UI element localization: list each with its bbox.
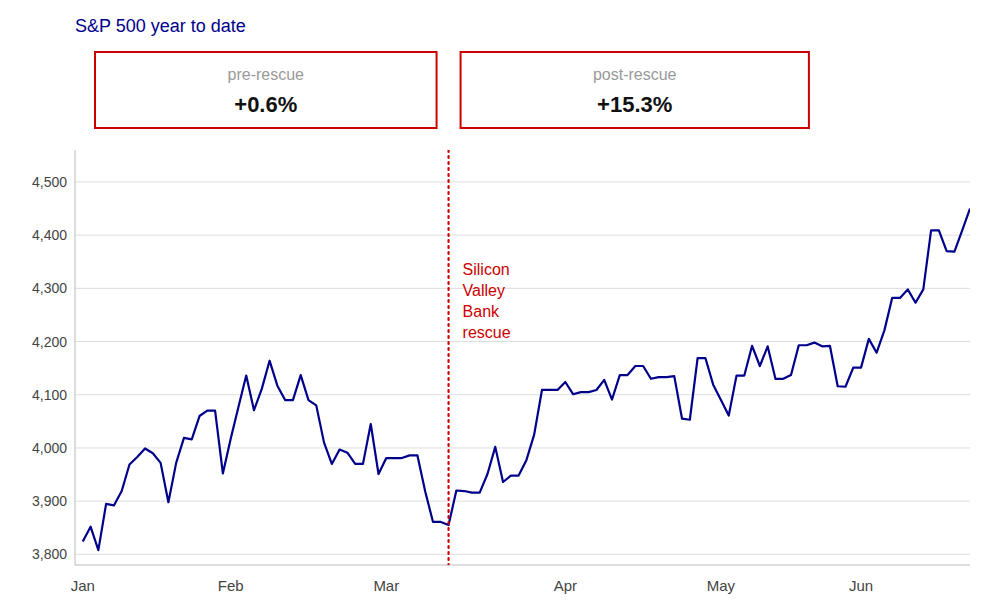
- grid-line: [75, 394, 970, 395]
- grid-line: [75, 447, 970, 448]
- y-tick-label: 4,000: [32, 440, 67, 456]
- y-tick-label: 3,800: [32, 546, 67, 562]
- summary-box: [461, 52, 809, 128]
- annotation-line: Valley: [463, 282, 505, 299]
- box-value: +0.6%: [234, 92, 297, 117]
- grid-line: [75, 235, 970, 236]
- grid-line: [75, 554, 970, 555]
- y-tick-label: 4,500: [32, 174, 67, 190]
- annotation-line: rescue: [463, 324, 511, 341]
- line: [83, 209, 970, 551]
- title: S&P 500 year to date: [75, 16, 246, 36]
- box-value: +15.3%: [597, 92, 672, 117]
- x-tick-label: May: [707, 577, 736, 594]
- x-tick-label: Feb: [218, 577, 244, 594]
- y-tick-label: 4,100: [32, 387, 67, 403]
- y-tick-label: 4,200: [32, 334, 67, 350]
- x-tick-label: Apr: [554, 577, 577, 594]
- y-axis-line: [75, 150, 76, 565]
- y-tick-label: 3,900: [32, 493, 67, 509]
- x-tick-label: Jan: [71, 577, 95, 594]
- annotation: Silicon Valley Bank rescue: [463, 261, 511, 341]
- grid-line: [75, 181, 970, 182]
- box-label: pre-rescue: [228, 66, 305, 83]
- chart: S&P 500 year to date 3,800 3,900 4,000 4,100…: [0, 0, 1000, 613]
- grid-line: [75, 501, 970, 502]
- box-label: post-rescue: [593, 66, 677, 83]
- annotation-line: Silicon: [463, 261, 510, 278]
- x-tick-label: Jun: [849, 577, 873, 594]
- y-tick-label: 4,300: [32, 280, 67, 296]
- grid-line: [75, 288, 970, 289]
- y-tick-label: 4,400: [32, 227, 67, 243]
- x-axis-line: [75, 565, 970, 566]
- annotation-line: Bank: [463, 303, 500, 320]
- x-tick-label: Mar: [373, 577, 399, 594]
- plot-area: [83, 150, 970, 565]
- summary-box: [95, 52, 437, 128]
- rescue-line: [447, 150, 449, 565]
- grid-line: [75, 341, 970, 342]
